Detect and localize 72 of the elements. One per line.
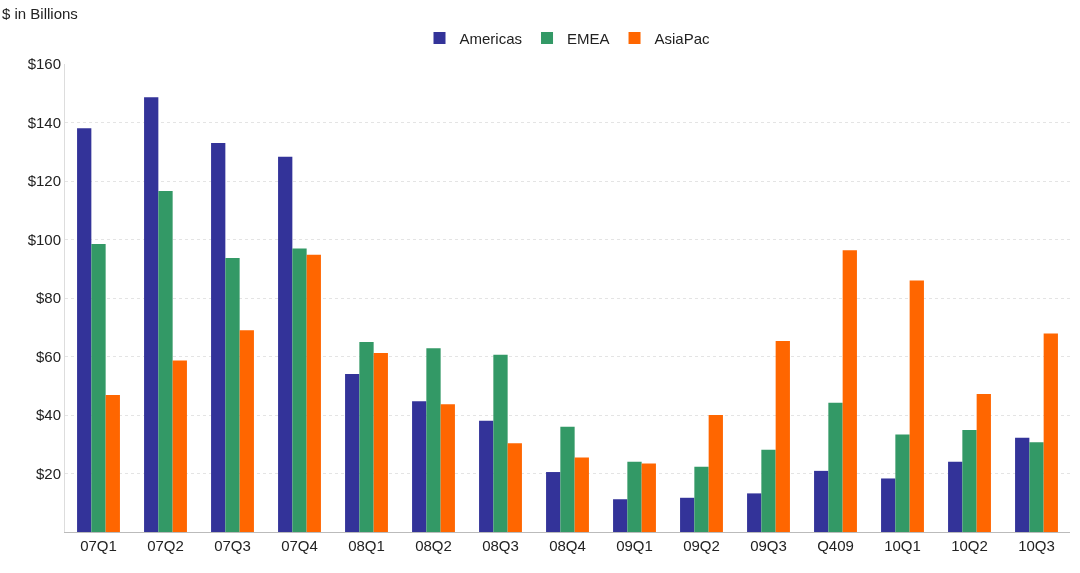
bar: [641, 463, 656, 532]
x-tick-label: 10Q2: [951, 537, 988, 554]
x-tick-label: 10Q3: [1018, 537, 1055, 554]
x-tick-label: 07Q4: [281, 537, 318, 554]
legend-label: EMEA: [567, 29, 610, 47]
y-tick-label: $60: [35, 347, 61, 365]
bar: [507, 443, 522, 532]
bar: [1043, 333, 1058, 532]
bar: [359, 341, 374, 532]
bar: [172, 360, 187, 532]
bar: [775, 341, 790, 532]
x-tick-label: 07Q2: [147, 537, 184, 554]
bar: [895, 434, 910, 532]
x-tick-label: 08Q3: [482, 537, 519, 554]
bar: [881, 478, 896, 532]
bar: [747, 493, 762, 532]
y-tick-label: $100: [27, 230, 61, 248]
bar: [828, 402, 843, 532]
bar: [373, 352, 388, 532]
bar: [909, 280, 924, 532]
bar: [948, 461, 963, 532]
bar: [91, 243, 106, 532]
x-tick-label: 07Q3: [214, 537, 251, 554]
bar: [976, 393, 991, 532]
bar: [814, 470, 829, 532]
legend-label: AsiaPac: [654, 29, 711, 47]
bar: [345, 374, 360, 532]
bar: [105, 395, 120, 532]
y-axis-title: $ in Billions: [2, 5, 78, 22]
bar: [708, 415, 723, 532]
bar: [574, 457, 589, 532]
bar: [144, 97, 159, 532]
y-tick-label: $80: [35, 289, 61, 307]
x-tick-label: 09Q2: [683, 537, 720, 554]
bar: [292, 248, 307, 532]
legend-label: Americas: [459, 29, 523, 47]
bar: [412, 401, 427, 532]
bar: [761, 449, 776, 532]
bar: [239, 330, 254, 532]
x-tick-label: 09Q3: [750, 537, 787, 554]
bar: [158, 190, 173, 532]
bar: [1029, 442, 1044, 532]
x-tick-label: Q409: [817, 537, 854, 554]
bar: [1015, 437, 1030, 532]
bar: [306, 254, 321, 532]
bar: [493, 354, 508, 532]
x-tick-label: 08Q1: [348, 537, 385, 554]
x-tick-label: 08Q4: [549, 537, 586, 554]
bar: [627, 461, 642, 532]
bar: [962, 429, 977, 532]
bar: [440, 404, 455, 532]
bar: [225, 257, 240, 532]
bar: [680, 497, 695, 532]
x-tick-label: 10Q1: [884, 537, 921, 554]
y-tick-label: $20: [35, 464, 61, 482]
x-tick-label: 09Q1: [616, 537, 653, 554]
bar: [77, 128, 92, 532]
bar: [278, 156, 293, 532]
bar: [842, 250, 857, 532]
bar: [479, 420, 494, 532]
y-tick-label: $120: [27, 172, 61, 190]
bar: [211, 142, 226, 532]
bar: [613, 499, 628, 532]
x-tick-label: 07Q1: [80, 537, 117, 554]
bar: [426, 348, 441, 532]
bar: [560, 426, 575, 532]
y-tick-label: $40: [35, 406, 61, 424]
y-tick-label: $140: [27, 113, 61, 131]
y-tick-label: $160: [27, 55, 61, 73]
bar: [546, 472, 561, 532]
x-tick-label: 08Q2: [415, 537, 452, 554]
bar: [694, 466, 709, 532]
